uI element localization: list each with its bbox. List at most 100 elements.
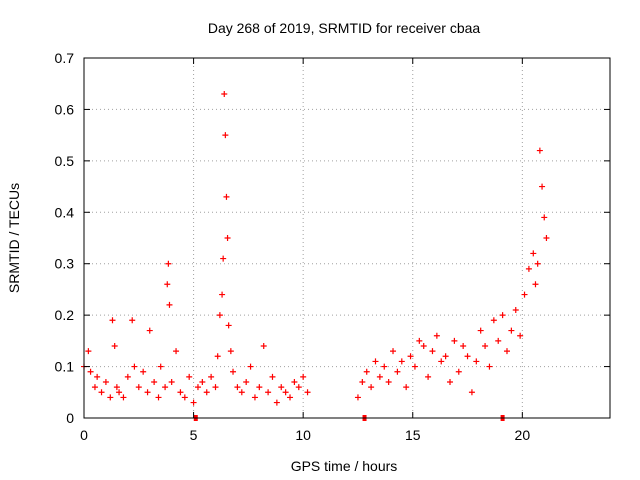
data-point bbox=[464, 353, 471, 360]
data-point bbox=[381, 363, 388, 370]
data-point bbox=[354, 394, 361, 401]
x-tick-label: 15 bbox=[405, 427, 421, 443]
y-tick-label: 0.1 bbox=[55, 359, 75, 375]
chart-title: Day 268 of 2019, SRMTID for receiver cba… bbox=[208, 20, 481, 36]
data-point bbox=[94, 373, 101, 380]
data-point bbox=[438, 358, 445, 365]
data-point bbox=[477, 327, 484, 334]
data-point bbox=[85, 348, 92, 355]
data-point bbox=[256, 384, 263, 391]
data-point bbox=[359, 379, 366, 385]
y-tick-label: 0.5 bbox=[55, 153, 75, 169]
data-point bbox=[525, 265, 532, 272]
data-point bbox=[164, 281, 171, 288]
data-point bbox=[162, 384, 169, 391]
data-point bbox=[212, 384, 219, 391]
data-point bbox=[222, 132, 229, 139]
data-point bbox=[282, 389, 289, 396]
data-point bbox=[91, 384, 98, 391]
plot-frame bbox=[83, 57, 611, 419]
y-tick-label: 0.6 bbox=[55, 101, 75, 117]
data-point bbox=[140, 368, 147, 375]
x-tick-label: 20 bbox=[515, 427, 531, 443]
data-point bbox=[539, 183, 546, 190]
data-point bbox=[165, 260, 172, 267]
data-point bbox=[394, 368, 401, 375]
data-point bbox=[247, 363, 254, 370]
x-tick-label: 0 bbox=[80, 427, 88, 443]
data-point bbox=[234, 384, 241, 391]
data-point bbox=[227, 348, 234, 355]
data-point bbox=[482, 343, 489, 349]
data-point bbox=[473, 358, 480, 365]
data-point bbox=[221, 91, 228, 97]
data-point bbox=[238, 389, 245, 396]
data-points bbox=[81, 91, 550, 406]
data-point bbox=[495, 337, 502, 344]
x-tick-label: 5 bbox=[190, 427, 198, 443]
data-point bbox=[433, 332, 440, 339]
data-point bbox=[168, 379, 175, 385]
data-point bbox=[273, 399, 280, 406]
data-point bbox=[398, 358, 405, 365]
y-tick-label: 0.7 bbox=[55, 50, 75, 66]
data-point bbox=[157, 363, 164, 370]
data-point bbox=[98, 389, 105, 396]
data-point bbox=[385, 379, 392, 385]
data-point bbox=[536, 147, 543, 154]
y-tick-label: 0.2 bbox=[55, 307, 75, 323]
data-point bbox=[186, 373, 193, 380]
data-point bbox=[135, 384, 142, 391]
data-point bbox=[451, 337, 458, 344]
data-point bbox=[120, 394, 127, 401]
data-point bbox=[486, 363, 493, 370]
data-point bbox=[490, 317, 497, 324]
data-point bbox=[530, 250, 537, 257]
data-point bbox=[521, 291, 528, 298]
data-point bbox=[447, 379, 454, 385]
data-point bbox=[177, 389, 184, 396]
data-point bbox=[208, 373, 215, 380]
data-point bbox=[214, 353, 221, 360]
data-point bbox=[499, 312, 506, 319]
data-point bbox=[230, 368, 237, 375]
data-point bbox=[131, 363, 138, 370]
data-point bbox=[295, 384, 302, 391]
data-point bbox=[363, 368, 370, 375]
y-tick-label: 0.3 bbox=[55, 256, 75, 272]
x-tick-labels: 0 5 10 15 20 bbox=[80, 427, 530, 443]
data-point bbox=[144, 389, 151, 396]
data-point bbox=[468, 389, 475, 396]
data-point bbox=[260, 343, 267, 349]
data-point bbox=[278, 384, 285, 391]
data-point bbox=[225, 322, 232, 329]
data-point bbox=[151, 379, 158, 385]
data-point bbox=[541, 214, 548, 221]
data-point bbox=[224, 235, 231, 241]
data-point bbox=[368, 384, 375, 391]
data-point bbox=[304, 389, 311, 396]
data-point bbox=[111, 343, 118, 349]
data-point bbox=[116, 389, 123, 396]
data-point bbox=[107, 394, 114, 401]
data-point bbox=[429, 348, 436, 355]
data-point bbox=[291, 379, 298, 385]
data-point bbox=[425, 373, 432, 380]
data-point bbox=[442, 353, 449, 360]
data-point bbox=[416, 337, 423, 344]
data-point bbox=[517, 332, 524, 339]
data-point bbox=[376, 373, 383, 380]
axis-ticks bbox=[83, 57, 610, 419]
x-axis-title: GPS time / hours bbox=[291, 458, 398, 474]
x-tick-label: 10 bbox=[295, 427, 311, 443]
data-point bbox=[223, 193, 230, 200]
data-point bbox=[251, 394, 258, 401]
data-point bbox=[219, 291, 226, 298]
data-point bbox=[87, 368, 94, 375]
data-point bbox=[203, 389, 210, 396]
data-point bbox=[113, 384, 120, 391]
data-point bbox=[166, 301, 173, 308]
data-point bbox=[181, 394, 188, 401]
grid-lines bbox=[84, 58, 610, 418]
